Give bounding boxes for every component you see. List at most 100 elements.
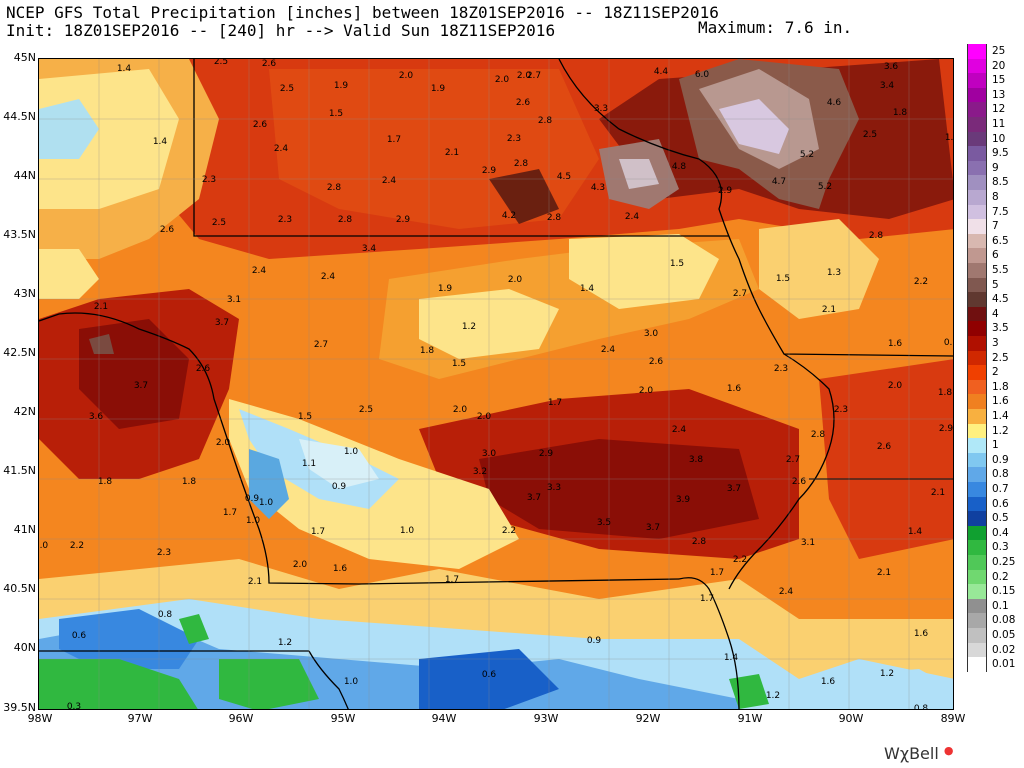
precip-value-label: 1.8	[420, 346, 435, 356]
legend-swatch	[967, 642, 987, 658]
lat-label: 45N	[13, 51, 36, 64]
legend-label: 0.5	[992, 512, 1009, 525]
precip-value-label: 2.9	[539, 449, 554, 459]
legend-swatch	[967, 219, 987, 235]
precip-value-label: 2.0	[508, 275, 523, 285]
precip-value-label: 1.1	[302, 459, 316, 469]
precip-value-label: 4.3	[591, 183, 605, 193]
legend-label: 0.9	[992, 453, 1009, 466]
legend-swatch	[967, 482, 987, 498]
precip-value-label: 2.1	[248, 577, 262, 587]
legend-label: 0.01	[992, 658, 1016, 671]
legend-label: 7	[992, 220, 999, 233]
precip-value-label: 1.9	[438, 284, 453, 294]
legend-label: 4	[992, 307, 999, 320]
precip-value-label: 1.8	[893, 108, 908, 118]
legend-swatch	[967, 263, 987, 279]
precip-value-label: 2.7	[527, 71, 541, 81]
legend-swatch	[967, 569, 987, 585]
legend-swatch	[967, 452, 987, 468]
precip-value-label: 3.0	[644, 329, 659, 339]
legend-swatch	[967, 379, 987, 395]
precip-value-label: 2.6	[262, 59, 277, 69]
precip-value-label: 1.0	[344, 677, 359, 687]
legend-swatch	[967, 73, 987, 89]
precip-value-label: 1.5	[452, 359, 466, 369]
precip-value-label: 2.0	[639, 386, 654, 396]
legend-swatch	[967, 204, 987, 220]
legend-swatch	[967, 58, 987, 74]
legend-swatch	[967, 190, 987, 206]
legend-label: 25	[992, 45, 1006, 57]
legend-label: 9.5	[992, 147, 1009, 160]
maximum-label: Maximum: 7.6 in.	[698, 18, 853, 37]
precip-value-label: 1.0	[344, 447, 359, 457]
legend-swatch	[967, 117, 987, 133]
legend-swatch	[967, 525, 987, 541]
precip-value-label: 2.4	[601, 345, 616, 355]
precip-value-label: 1.6	[914, 629, 929, 639]
legend-label: 4.5	[992, 293, 1009, 306]
legend-label: 11	[992, 118, 1006, 130]
legend-label: 5	[992, 278, 999, 291]
precip-value-label: 2.8	[338, 215, 353, 225]
precip-value-label: 1.0	[400, 526, 415, 536]
precip-value-label: 1.0	[246, 516, 261, 526]
legend-swatch	[967, 248, 987, 264]
precip-value-label: 2.5	[359, 405, 373, 415]
legend-label: 0.8	[992, 468, 1009, 481]
legend-label: 0.7	[992, 483, 1009, 495]
lon-label: 91W	[737, 712, 763, 725]
precip-value-label: 2.8	[327, 183, 342, 193]
precip-value-label: 1.7	[311, 527, 325, 537]
precip-value-label: 1.5	[329, 109, 343, 119]
legend-label: 2	[992, 366, 999, 379]
precip-value-label: 2.4	[252, 266, 267, 276]
precip-value-label: 1.5	[776, 274, 790, 284]
legend-label: 7.5	[992, 205, 1009, 218]
legend-label: 6	[992, 249, 999, 262]
precip-value-label: 4.6	[827, 98, 842, 108]
legend-swatch	[967, 511, 987, 527]
legend-label: 12	[992, 103, 1006, 116]
legend-swatch	[967, 613, 987, 629]
lat-label: 44.5N	[3, 110, 36, 123]
precip-value-label: 2.6	[160, 225, 175, 235]
precip-value-label: 1.6	[333, 564, 348, 574]
precip-value-label: 2.9	[718, 186, 733, 196]
legend-label: 0.1	[992, 599, 1009, 612]
lon-label: 89W	[940, 712, 966, 725]
precip-value-label: 1.8	[182, 477, 197, 487]
precip-value-label: 2.1	[822, 305, 836, 315]
precip-value-label: 1.0	[259, 498, 274, 508]
lat-label: 43.5N	[3, 228, 36, 241]
legend-swatch	[967, 423, 987, 439]
precip-value-label: 2.8	[538, 116, 553, 126]
legend-swatch	[967, 336, 987, 352]
wxbell-logo: WχBell ●	[884, 744, 954, 763]
legend-label: 0.08	[992, 614, 1016, 627]
legend-swatch	[967, 277, 987, 293]
lat-label: 41N	[13, 523, 36, 536]
precip-value-label: 2.4	[274, 144, 289, 154]
lon-label: 97W	[127, 712, 153, 725]
precip-value-label: 2.8	[514, 159, 529, 169]
precip-value-label: 2.0	[216, 438, 231, 448]
lat-label: 39.5N	[3, 701, 36, 714]
precip-value-label: 3.3	[547, 483, 561, 493]
legend-label: 0.2	[992, 570, 1009, 583]
lon-label: 98W	[27, 712, 53, 725]
precip-value-label: 2.2	[733, 555, 747, 565]
legend-label: 20	[992, 59, 1006, 72]
legend-label: 10	[992, 132, 1006, 145]
precip-value-label: 2.1	[931, 488, 945, 498]
precip-value-label: 1.2	[945, 133, 954, 143]
title-line-1: NCEP GFS Total Precipitation [inches] be…	[6, 3, 719, 22]
precip-value-label: 2.0	[39, 541, 48, 551]
precip-value-label: 3.9	[676, 495, 691, 505]
lat-label: 40N	[13, 641, 36, 654]
legend-swatch	[967, 438, 987, 454]
precipitation-map: 1.4 2.5 2.6 1.9 2.0 1.9 2.0 2.0 2.7 4.4 6.0 3.6 2.5 1…	[38, 58, 954, 710]
legend-swatch	[967, 598, 987, 614]
precip-value-label: 0.6	[72, 631, 87, 641]
